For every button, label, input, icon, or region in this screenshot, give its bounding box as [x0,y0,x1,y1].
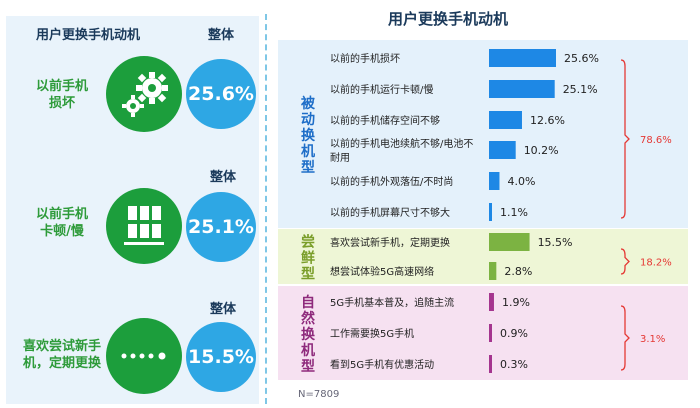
motive-label-new: 喜欢尝试新手 机，定期更换 [22,339,101,371]
group-bracket [620,248,630,275]
left-panel-header-overall: 整体 [208,28,235,43]
group-name-char: 型 [301,358,315,375]
bar [489,293,494,311]
value-label: 2.8% [504,265,532,278]
bar [489,262,497,280]
group-bracket [620,59,630,219]
sample-size-note: N=7809 [298,389,340,400]
group-name-char: 型 [301,266,315,283]
value-label: 0.9% [500,327,528,340]
category-label: 喜欢尝试新手机，定期更换 [330,236,450,249]
gears-icon [106,56,182,132]
value-label: 0.3% [500,358,528,371]
value-label: 12.6% [530,114,565,127]
category-label: 以前的手机损坏 [330,52,400,65]
group-background-0 [278,40,688,228]
group-total-label: 3.1% [640,334,665,345]
chart-title: 用户更换手机动机 [388,10,509,28]
group-name-char: 换 [301,127,316,144]
motive-label-damaged: 以前手机 损坏 [35,79,88,111]
category-label: 以前的手机电池续航不够/电池不 [330,137,473,150]
bar [489,233,530,251]
category-label: 以前的手机屏幕尺寸不够大 [330,206,450,219]
group-bracket [620,305,630,371]
overall-percent-new: 15.5% [186,322,256,392]
overall-label-new: 整体 [210,302,237,317]
value-label: 25.1% [563,83,598,96]
bar [489,172,500,190]
motive-label-slow: 以前手机 卡顿/慢 [35,207,88,239]
dashed-divider [265,14,267,404]
bar [489,203,492,221]
group-background-2 [278,286,688,380]
group-name-char: 机 [301,143,315,160]
group-name-char: 换 [301,326,316,343]
category-label: 看到5G手机有优惠活动 [330,358,434,371]
value-label: 1.9% [502,296,530,309]
category-label: 工作需要换5G手机 [330,327,414,340]
group-background-1 [278,229,688,284]
group-name-char: 自 [301,294,315,311]
category-label: 以前的手机运行卡顿/慢 [330,83,433,96]
left-panel-header-motive: 用户更换手机动机 [36,28,141,43]
category-label: 5G手机基本普及，追随主流 [330,296,454,309]
dots-icon [106,318,182,394]
bar [489,80,555,98]
category-label: 以前的手机储存空间不够 [330,114,440,127]
group-total-label: 78.6% [640,135,672,146]
bar [489,355,492,373]
bar [489,111,522,129]
category-label: 以前的手机外观落伍/不时尚 [330,175,453,188]
group-total-label: 18.2% [640,258,672,269]
group-name-char: 被 [301,95,316,112]
bar [489,141,516,159]
group-name-char: 型 [301,159,315,176]
group-name-char: 鲜 [301,250,315,267]
overall-percent-damaged: 25.6% [186,59,256,129]
bar [489,49,556,67]
grid-phones-icon [106,188,182,264]
value-label: 10.2% [524,144,559,157]
value-label: 4.0% [507,175,535,188]
group-name-char: 尝 [301,234,315,251]
group-name-char: 机 [301,342,315,359]
bar [489,324,492,342]
overall-label-slow: 整体 [210,170,237,185]
value-label: 15.5% [538,236,573,249]
overall-percent-slow: 25.1% [186,192,256,262]
value-label: 25.6% [564,52,599,65]
group-name-char: 然 [301,310,315,327]
group-name-char: 动 [301,111,315,128]
value-label: 1.1% [500,206,528,219]
category-label: 想尝试体验5G高速网络 [330,265,434,278]
category-label: 耐用 [330,151,350,164]
